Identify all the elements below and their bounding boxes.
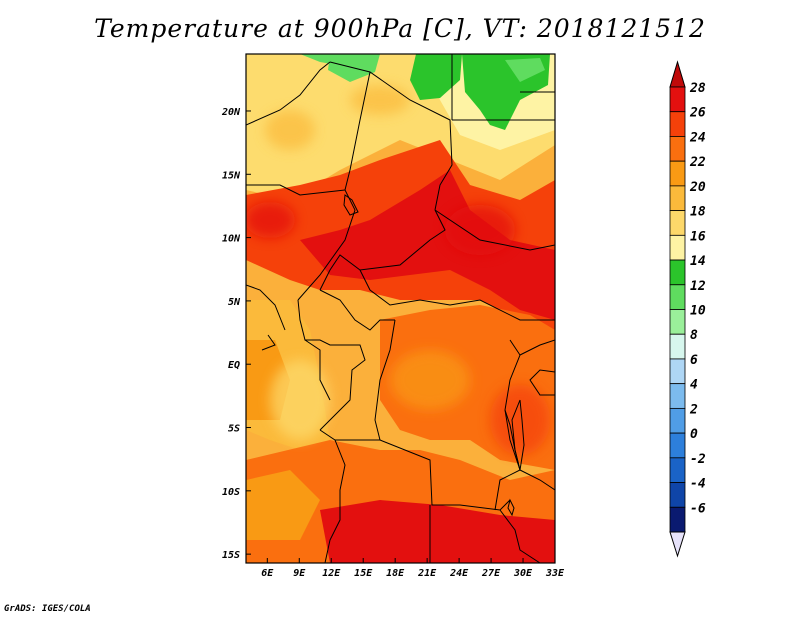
map-title: Temperature at 900hPa [C], VT: 201812151… [94,14,706,43]
colorbar-box [669,482,686,508]
colorbar-box [669,259,686,286]
lon-tick-label: 21E [417,568,437,579]
colorbar-box [669,309,686,335]
colorbar-box [669,284,686,310]
lat-tick-label: EQ [228,360,240,371]
colorbar-box [669,333,686,360]
lat-tick-label: 10N [222,234,241,245]
colorbar-label: 6 [690,353,698,368]
latitude-ticks: 20N 15N 10N 5N EQ 5S 10S 15S [221,107,251,561]
lat-tick-label: 15N [222,170,241,181]
lon-tick-label: 9E [293,568,306,579]
colorbar-label: 0 [690,427,698,442]
colorbar-label: 18 [690,205,706,220]
colorbar-label: 16 [690,229,706,244]
colorbar-label: 14 [690,254,706,269]
colorbar-bottom-arrow [669,531,686,558]
colorbar-label: 28 [689,81,706,96]
lat-tick-label: 15S [222,550,240,561]
colorbar-label: 12 [690,279,706,294]
colorbar-boxes [669,86,686,533]
longitude-ticks: 6E 9E 12E 15E 18E 21E 24E 27E 30E 33E [261,558,565,579]
colorbar-box [669,185,686,212]
colorbar-box [669,407,686,434]
lake-outlines [343,194,525,517]
lon-tick-label: 27E [481,568,501,579]
lon-tick-label: 6E [261,568,274,579]
colorbar-box [669,383,686,409]
colorbar-label: -2 [690,452,706,467]
lon-tick-label: 12E [322,568,341,579]
map-frame [245,53,556,564]
lat-tick-label: 10S [222,487,240,498]
colorbar-box [669,136,686,162]
colorbar-box [669,234,686,261]
colorbar-box [669,457,686,483]
colorbar-label: 2 [689,402,698,417]
colorbar-label: 10 [690,304,706,319]
lon-tick-label: 33E [545,568,565,579]
lon-tick-label: 30E [513,568,533,579]
colorbar-top-arrow [669,60,686,88]
colorbar-box [669,210,686,236]
colorbar-box [669,160,686,187]
colorbar-label: 24 [689,130,706,145]
colorbar-box [669,506,686,533]
colorbar-box [669,432,686,459]
colorbar-label: 8 [690,328,698,343]
grads-credit: GrADS: IGES/COLA [4,604,91,614]
lon-tick-label: 18E [386,568,405,579]
lon-tick-label: 24E [449,568,469,579]
colorbar-box [669,111,686,137]
colorbar-box [669,358,686,385]
colorbar-label: -4 [690,477,706,492]
colorbar-label: 4 [690,378,698,393]
colorbar-label: 20 [689,180,706,195]
lat-tick-label: 20N [221,107,241,118]
colorbar-box [669,86,686,113]
lat-tick-label: 5N [228,297,241,308]
colorbar-label: 22 [689,155,706,170]
colorbar-label: -6 [690,501,706,516]
lat-tick-label: 5S [228,424,240,435]
lon-tick-label: 15E [354,568,373,579]
colorbar-label: 26 [689,106,706,121]
